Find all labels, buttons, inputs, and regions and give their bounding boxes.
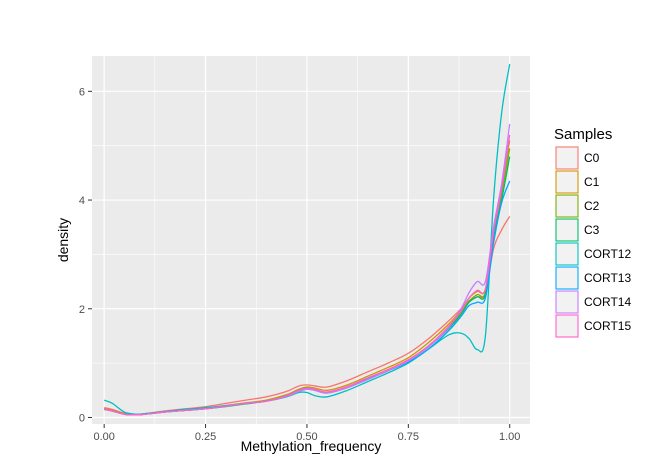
x-axis-title: Methylation_frequency [241,438,382,454]
y-axis-title: density [55,218,71,262]
grid-major [92,56,530,424]
legend-label-cort13: CORT13 [584,271,631,285]
x-tick-label: 0.50 [296,431,317,443]
legend: Samples C0 C1 C2 C3 CORT12 CORT13 CORT14 CORT15 [554,126,631,338]
y-tick-label: 4 [79,195,85,207]
series-line-cort15 [104,134,511,416]
legend-label-c2: C2 [584,199,600,213]
legend-label-c1: C1 [584,175,600,189]
legend-label-c3: C3 [584,223,600,237]
legend-item-c0: C0 [555,146,600,170]
legend-key-c2 [555,194,579,218]
legend-item-cort12: CORT12 [555,242,631,266]
legend-label-cort12: CORT12 [584,247,631,261]
legend-item-c1: C1 [555,170,600,194]
x-tick-label: 0.00 [93,431,114,443]
y-tick-label: 6 [79,86,85,98]
x-tick-label: 0.75 [398,431,419,443]
axis-layer: 0.00 0.25 0.50 0.75 1.00 0 2 4 6 [79,86,521,443]
grid-minor [92,56,530,424]
legend-items: C0 C1 C2 C3 CORT12 CORT13 CORT14 CORT15 [555,146,631,338]
x-tick-label: 1.00 [499,431,520,443]
legend-item-cort13: CORT13 [555,266,631,290]
y-tick-label: 2 [79,304,85,316]
legend-item-c3: C3 [555,218,600,242]
legend-key-cort12 [555,242,579,266]
plot-panel [92,56,530,424]
legend-key-cort14 [555,290,579,314]
series-layer [103,64,511,416]
x-tick-label: 0.25 [195,431,216,443]
legend-key-cort15 [555,314,579,338]
y-tick-label: 0 [79,412,85,424]
legend-key-c0 [555,146,579,170]
legend-key-cort13 [555,266,579,290]
legend-item-cort15: CORT15 [555,314,631,338]
legend-item-cort14: CORT14 [555,290,631,314]
legend-label-c0: C0 [584,151,600,165]
legend-key-c1 [555,170,579,194]
legend-item-c2: C2 [555,194,600,218]
legend-key-c3 [555,218,579,242]
legend-label-cort14: CORT14 [584,295,631,309]
legend-title: Samples [554,126,612,143]
legend-label-cort15: CORT15 [584,319,631,333]
